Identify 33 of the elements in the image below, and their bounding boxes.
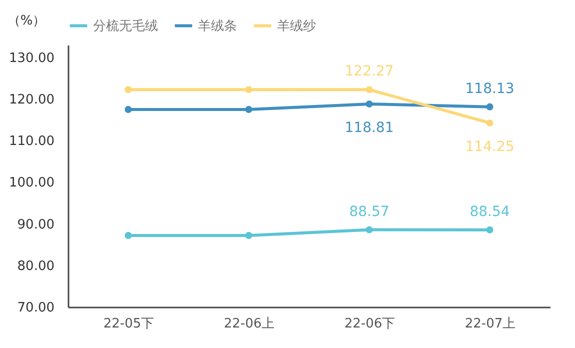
point [366, 86, 373, 94]
x-tick-label: 22-05下 [103, 316, 154, 332]
point [486, 103, 494, 110]
point [366, 100, 373, 108]
point [124, 86, 132, 94]
legend-label: 羊绒纱 [277, 18, 316, 34]
y-tick-label: 110.00 [9, 134, 54, 150]
point [486, 119, 494, 127]
legend-label: 分梳无毛绒 [93, 18, 158, 34]
data-label: 118.81 [344, 120, 394, 136]
point [245, 106, 252, 113]
x-tick-label: 22-06下 [344, 316, 396, 332]
data-label: 122.27 [344, 64, 394, 80]
data-label: 88.54 [470, 204, 510, 220]
data-label: 114.25 [465, 138, 514, 155]
point [124, 232, 132, 239]
y-tick-label: 80.00 [17, 258, 54, 274]
data-label: 88.57 [349, 204, 390, 220]
y-axis-title: （%） [7, 14, 46, 28]
x-tick-label: 22-06上 [224, 316, 275, 332]
point [245, 86, 252, 94]
data-label: 118.13 [465, 80, 514, 97]
point [486, 226, 494, 234]
y-tick-label: 100.00 [9, 176, 54, 191]
y-tick-label: 90.00 [17, 217, 54, 232]
legend-label: 羊绒条 [198, 18, 237, 34]
y-tick-label: 120.00 [9, 92, 54, 108]
x-tick-label: 22-07上 [464, 316, 516, 332]
y-tick-label: 130.00 [9, 50, 54, 66]
point [245, 232, 252, 239]
point [366, 226, 373, 234]
y-tick-label: 70.00 [17, 300, 54, 316]
point [124, 106, 132, 113]
